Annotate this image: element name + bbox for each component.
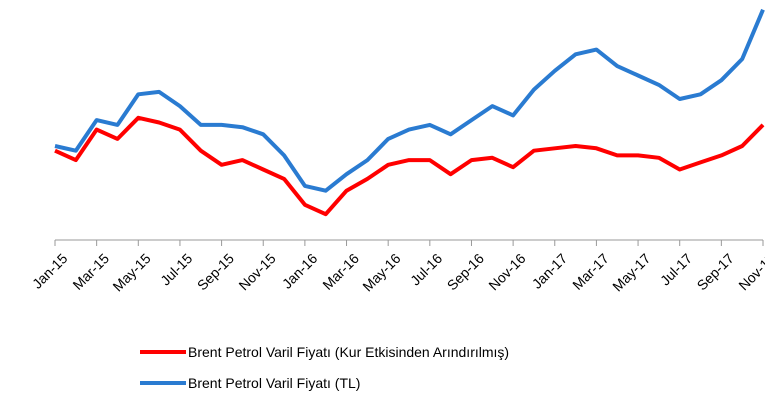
x-tick-label: Jan-17: [529, 250, 571, 292]
x-tick-label: May-17: [609, 250, 653, 294]
legend-label: Brent Petrol Varil Fiyatı (Kur Etkisinde…: [188, 344, 509, 360]
x-tick-label: Jul-17: [657, 250, 695, 288]
series-line: [54, 8, 765, 193]
x-tick-label: Mar-16: [319, 250, 362, 293]
x-tick-label: Nov-16: [485, 250, 528, 293]
x-tick-label: Sep-17: [694, 250, 737, 293]
x-tick-label: Nov-17: [735, 250, 765, 293]
legend-label: Brent Petrol Varil Fiyatı (TL): [188, 375, 360, 391]
x-tick-label: Jul-15: [157, 250, 195, 288]
x-tick-label: Sep-16: [444, 250, 487, 293]
x-tick-label: Jan-16: [279, 250, 321, 292]
x-tick-label: Nov-15: [235, 250, 278, 293]
x-tick-label: Mar-17: [569, 250, 612, 293]
x-tick-label: May-15: [109, 250, 153, 294]
x-tick-label: May-16: [359, 250, 403, 294]
x-tick-label: Jul-16: [407, 250, 445, 288]
x-tick-label: Jan-15: [29, 250, 71, 292]
x-tick-label: Mar-15: [69, 250, 112, 293]
series-line: [54, 115, 765, 217]
x-tick-label: Sep-15: [194, 250, 237, 293]
